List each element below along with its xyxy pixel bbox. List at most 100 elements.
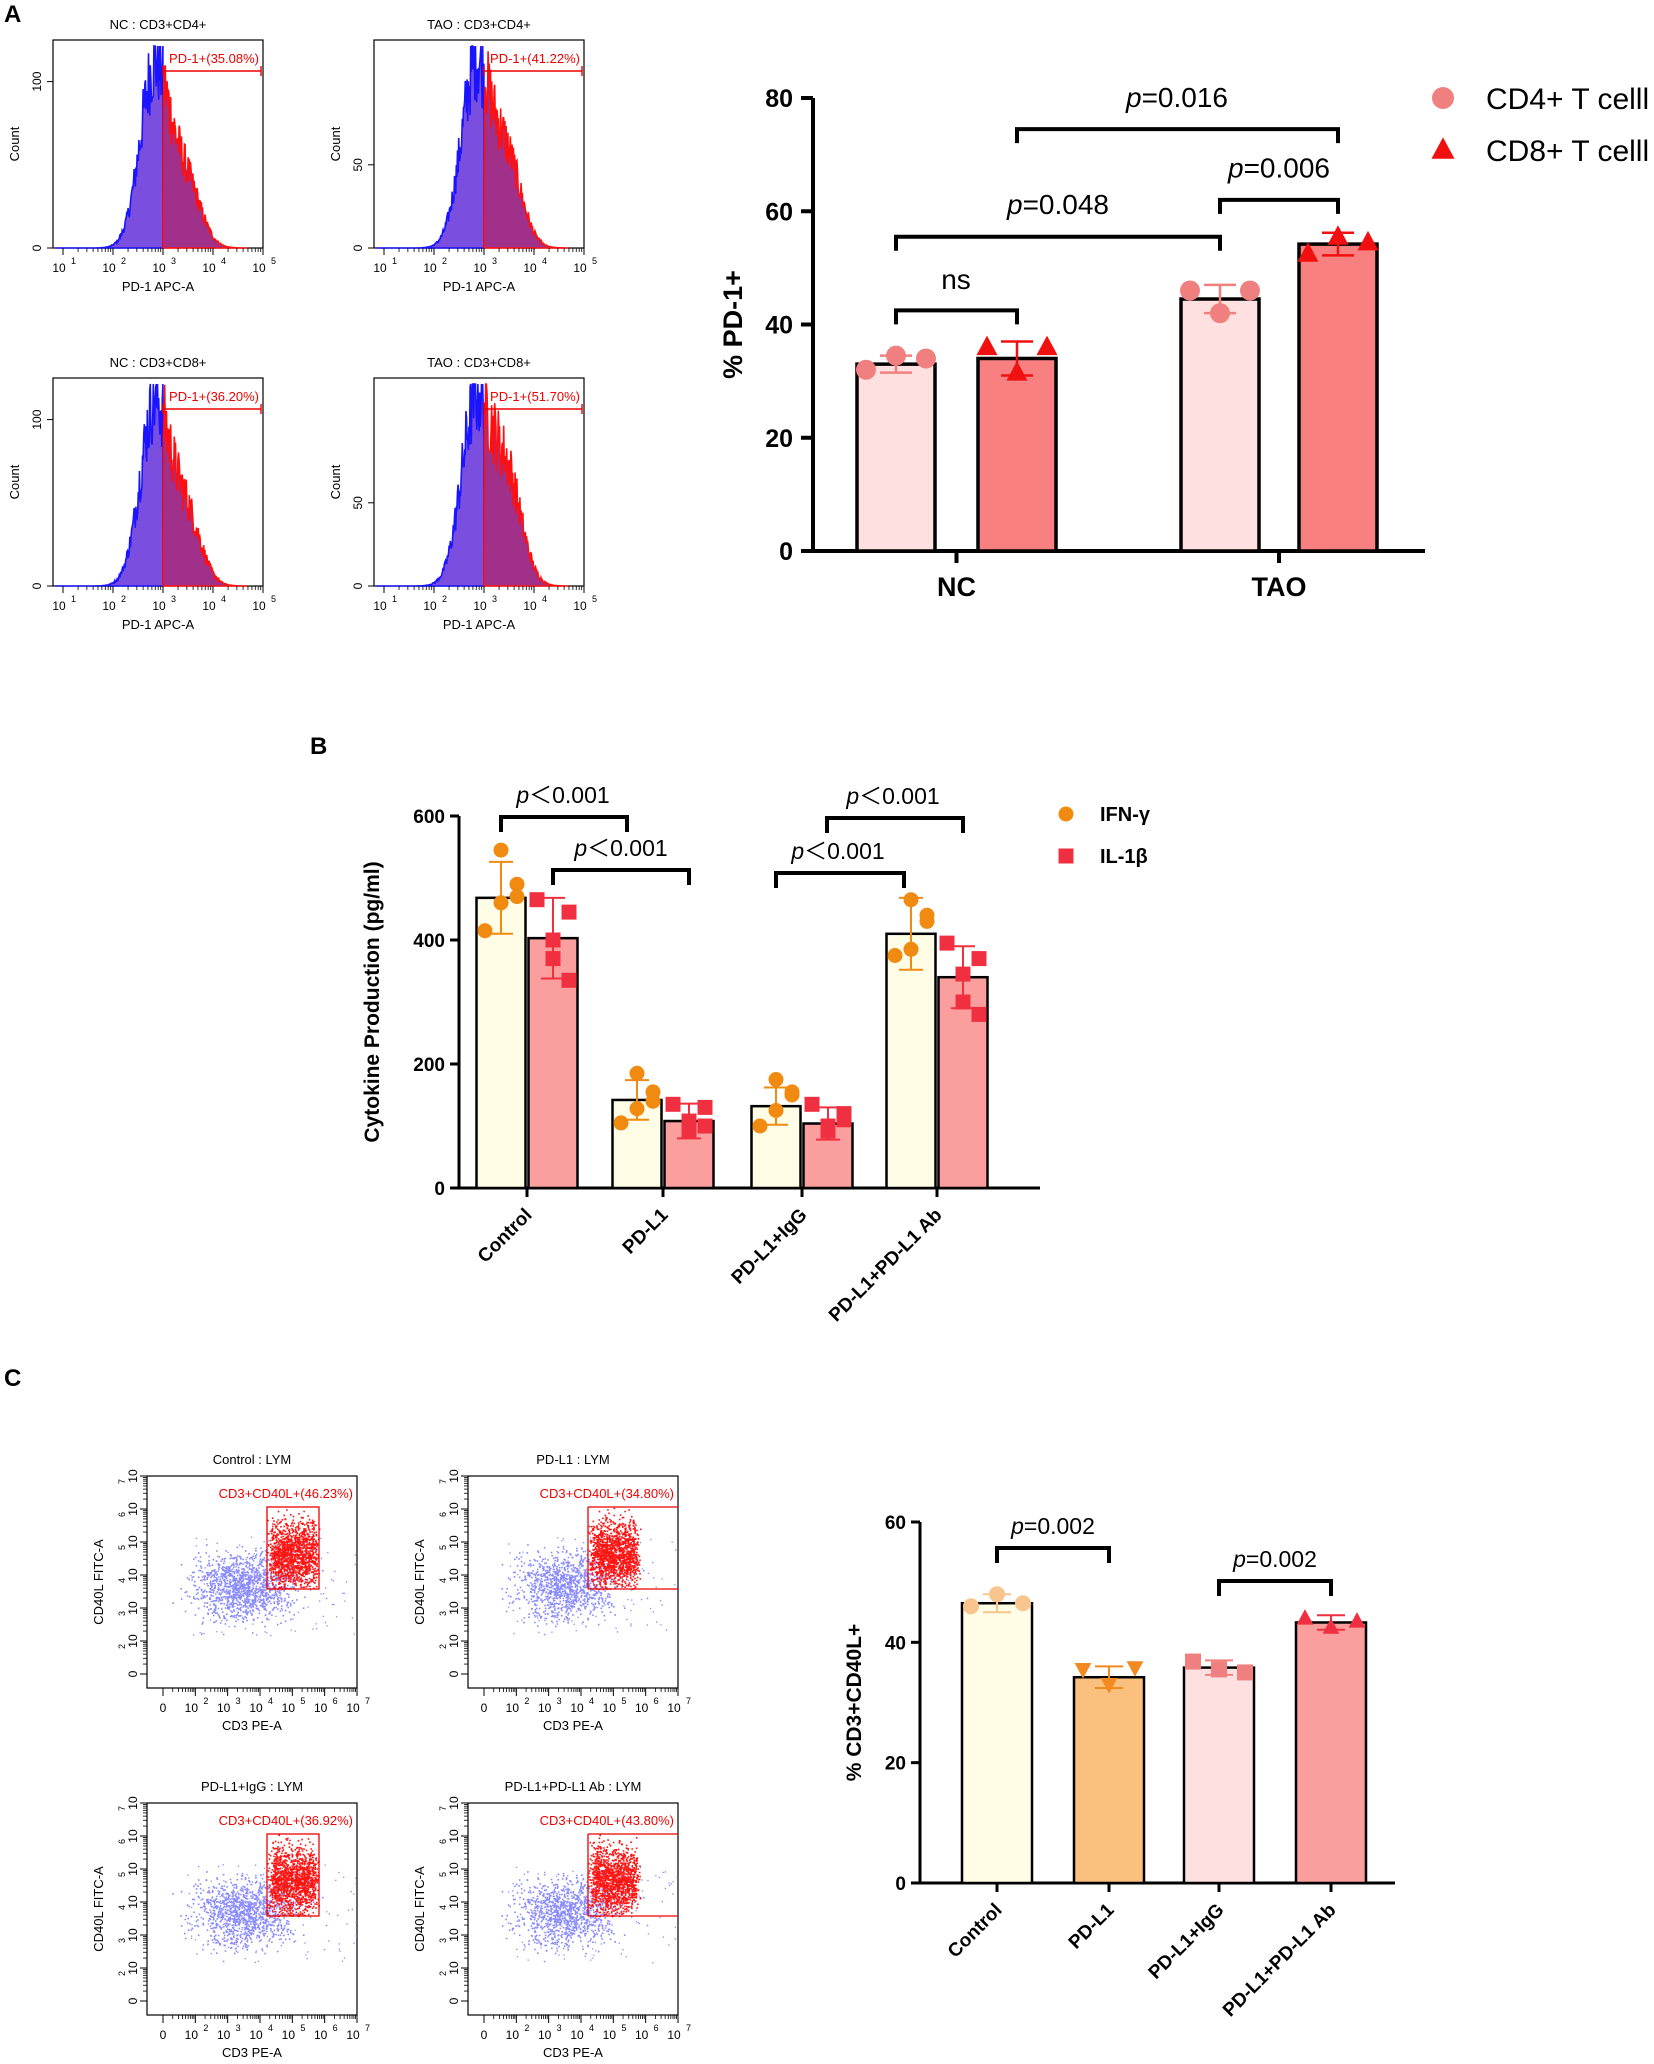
y-tick-label: 10 (126, 1634, 140, 1648)
y-tick-label: 10 (447, 1928, 461, 1942)
p-value: ＜0.001 (859, 783, 940, 809)
legend-label: IL-1β (1100, 846, 1148, 868)
x-tick-exponent: 2 (524, 2023, 529, 2033)
x-tick-exponent: 5 (300, 1696, 305, 1706)
x-tick-exponent: 5 (592, 594, 597, 604)
y-tick-exponent: 4 (438, 1905, 448, 1910)
x-tick-label: 10 (667, 1701, 681, 1715)
x-tick-label: 10 (473, 599, 487, 613)
data-point (768, 1103, 784, 1118)
data-point (916, 348, 936, 369)
bar (1182, 1666, 1256, 1885)
data-point (493, 895, 509, 911)
x-tick-exponent: 1 (71, 594, 76, 604)
y-tick-label: 0 (126, 1670, 140, 1677)
p-symbol: p (790, 838, 804, 864)
x-tick-label: 10 (373, 599, 387, 613)
p-value: ＜0.001 (804, 838, 885, 864)
y-axis-label: CD40L FITC-A (91, 1539, 106, 1625)
x-tick-exponent: 3 (236, 1696, 241, 1706)
data-point (545, 932, 561, 948)
data-point (1357, 230, 1379, 251)
y-tick-exponent: 3 (117, 1611, 127, 1616)
p-symbol: p (1232, 1546, 1246, 1572)
x-tick-label: 0 (481, 1701, 488, 1715)
data-point (836, 1106, 852, 1122)
histogram-positive-population (483, 383, 569, 587)
y-tick-exponent: 6 (117, 1512, 127, 1517)
y-axis-label: Count (328, 126, 343, 161)
data-point (752, 1118, 768, 1134)
y-axis-label: % CD3+CD40L+ (843, 1624, 866, 1782)
histogram-negative-population (55, 45, 164, 249)
data-point (768, 1072, 784, 1087)
histogram-positive-population (162, 384, 248, 587)
y-tick-label: 200 (413, 1055, 445, 1076)
y-tick-exponent: 3 (438, 1938, 448, 1943)
gate-label: PD-1+(36.20%) (169, 389, 259, 404)
gate-label: CD3+CD40L+(46.23%) (219, 1486, 353, 1501)
data-point (697, 1099, 713, 1115)
gate-box (266, 1506, 320, 1590)
x-tick-label: 10 (635, 2028, 649, 2042)
x-axis-label: CD3 PE-A (222, 2045, 282, 2060)
x-tick-label: 10 (473, 261, 487, 275)
data-point (493, 842, 509, 858)
x-tick-exponent: 5 (271, 594, 276, 604)
y-axis-label: % PD-1+ (718, 270, 748, 379)
y-tick-exponent: 4 (117, 1578, 127, 1583)
x-tick-label: 10 (202, 261, 216, 275)
x-axis-label: PD-1 APC-A (443, 617, 516, 632)
x-tick-label: PD-L1+IgG (1145, 1900, 1229, 1984)
bar (1297, 242, 1379, 553)
histogram-negative-population (55, 383, 164, 587)
y-tick-exponent: 3 (438, 1611, 448, 1616)
y-tick-label: 10 (447, 1829, 461, 1843)
significance-bracket (1015, 127, 1340, 144)
y-axis-label: Count (7, 464, 22, 499)
x-tick-label: 0 (481, 2028, 488, 2042)
x-tick-label: 10 (249, 2028, 263, 2042)
histogram-title: TAO : CD3+CD8+ (427, 355, 531, 370)
y-tick-exponent: 4 (117, 1905, 127, 1910)
y-tick-exponent: 7 (117, 1479, 127, 1484)
data-point (1211, 1661, 1227, 1678)
x-tick-exponent: 7 (365, 1696, 370, 1706)
x-tick-label: 10 (282, 1701, 296, 1715)
p-value: =0.002 (1024, 1513, 1095, 1539)
y-tick-exponent: 7 (438, 1806, 448, 1811)
significance-bracket (774, 871, 906, 888)
y-tick-label: 10 (447, 1961, 461, 1975)
bar (855, 362, 937, 553)
y-tick-label: 10 (447, 1634, 461, 1648)
x-tick-label: 10 (570, 2028, 584, 2042)
histogram-positive-population (483, 51, 569, 249)
significance-bracket (825, 816, 965, 833)
y-tick-label: 10 (447, 1568, 461, 1582)
x-tick-label: NC (937, 572, 976, 602)
y-tick-label: 40 (885, 1633, 906, 1654)
comparison-label: p=0.048 (1006, 189, 1109, 220)
data-point (903, 941, 919, 957)
data-point (1100, 1678, 1118, 1694)
x-tick-exponent: 4 (542, 256, 547, 266)
data-point (1074, 1663, 1092, 1679)
y-tick-exponent: 7 (438, 1479, 448, 1484)
x-tick-label: PD-L1 (1065, 1899, 1119, 1953)
x-tick-exponent: 1 (71, 256, 76, 266)
y-tick-label: 50 (351, 158, 365, 172)
gate-label: PD-1+(41.22%) (490, 51, 580, 66)
y-tick-label: 10 (447, 1895, 461, 1909)
data-point (886, 345, 906, 366)
y-tick-label: 50 (351, 496, 365, 510)
y-tick-label: 10 (126, 1469, 140, 1483)
x-axis-label: CD3 PE-A (543, 2045, 603, 2060)
x-tick-exponent: 6 (654, 2023, 659, 2033)
significance-bracket (499, 815, 629, 832)
comparison-label: p＜0.001 (845, 783, 939, 809)
y-tick-label: 100 (30, 409, 44, 429)
p-value: =0.016 (1142, 82, 1228, 113)
legend-marker (1058, 848, 1074, 864)
significance-bracket (894, 308, 1019, 325)
gate-label: CD3+CD40L+(34.80%) (540, 1486, 674, 1501)
